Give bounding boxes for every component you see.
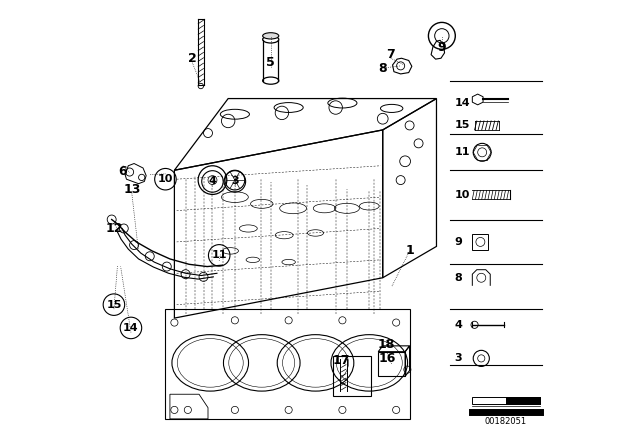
- Text: 3: 3: [454, 353, 462, 363]
- Text: 10: 10: [157, 174, 173, 184]
- Text: 14: 14: [123, 323, 139, 333]
- Text: 17: 17: [333, 354, 350, 367]
- Text: 8: 8: [378, 61, 387, 75]
- Text: 18: 18: [378, 337, 395, 351]
- Text: 9: 9: [438, 40, 446, 54]
- Text: 7: 7: [387, 48, 395, 61]
- FancyBboxPatch shape: [506, 397, 540, 404]
- Text: 00182051: 00182051: [485, 417, 527, 426]
- Text: 1: 1: [405, 244, 414, 258]
- Text: 3: 3: [231, 177, 239, 186]
- Text: 11: 11: [454, 147, 470, 157]
- Text: 9: 9: [454, 237, 462, 247]
- Ellipse shape: [262, 33, 279, 39]
- Text: 6: 6: [118, 164, 127, 178]
- Text: 13: 13: [123, 182, 141, 196]
- Text: 11: 11: [211, 250, 227, 260]
- Text: 10: 10: [454, 190, 470, 200]
- Text: 14: 14: [454, 98, 470, 108]
- Text: 5: 5: [266, 56, 275, 69]
- Text: 15: 15: [106, 300, 122, 310]
- Text: 15: 15: [454, 121, 470, 130]
- Text: 2: 2: [188, 52, 196, 65]
- Text: 12: 12: [105, 222, 123, 235]
- Text: 4: 4: [454, 320, 462, 330]
- Text: 8: 8: [454, 273, 462, 283]
- Text: 4: 4: [209, 177, 216, 186]
- Text: 16: 16: [378, 352, 396, 365]
